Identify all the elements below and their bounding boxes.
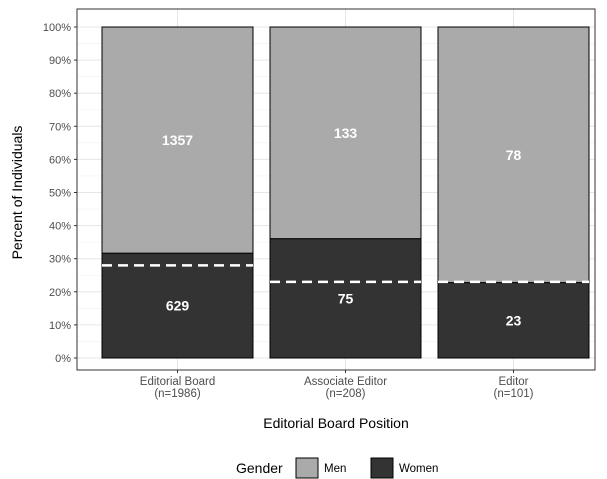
panel-border [76, 8, 596, 371]
bar-women [101, 252, 254, 359]
y-tick-label: 100% [43, 22, 71, 34]
legend-key-women [370, 457, 394, 479]
legend-label-men: Men [324, 463, 346, 475]
y-tick-label: 60% [49, 154, 71, 166]
x-category-label: Editorial Board [140, 376, 215, 388]
bar-label-women: 23 [506, 312, 522, 328]
axes: 0% 10% 20% 30% 40% 50% 60% 70% 80% 90% 100% Editori… [43, 22, 534, 400]
bar-label-men: 78 [506, 147, 522, 163]
bar-women [437, 282, 590, 359]
bar-label-men: 133 [334, 125, 358, 141]
y-tick-label: 20% [49, 287, 71, 299]
y-tick-label: 90% [49, 55, 71, 67]
x-category-count: (n=208) [326, 388, 366, 400]
bar-men [101, 26, 254, 254]
bar-men [437, 26, 590, 284]
bar-label-women: 629 [166, 298, 190, 314]
bar-women [269, 238, 422, 359]
y-tick-label: 30% [49, 254, 71, 266]
x-category-label: Associate Editor [304, 376, 387, 388]
y-tick-label: 50% [49, 188, 71, 200]
x-axis-title: Editorial Board Position [263, 415, 409, 431]
y-tick-label: 80% [49, 88, 71, 100]
bar-label-women: 75 [338, 290, 354, 306]
x-category-count: (n=101) [494, 388, 534, 400]
legend-title: Gender [236, 460, 283, 476]
x-category-label: Editor [498, 376, 528, 388]
bar-label-men: 1357 [162, 132, 193, 148]
legend-label-women: Women [399, 463, 438, 475]
bars: 629 1357 75 133 23 78 [101, 26, 590, 359]
y-tick-label: 40% [49, 221, 71, 233]
y-tick-label: 10% [49, 320, 71, 332]
legend-key-men [295, 457, 319, 479]
y-axis-title: Percent of Individuals [9, 126, 25, 260]
legend: Gender Men Women [236, 457, 438, 479]
x-category-count: (n=1986) [154, 388, 201, 400]
bar-men [269, 26, 422, 240]
y-tick-label: 70% [49, 121, 71, 133]
y-tick-label: 0% [55, 353, 71, 365]
reference-lines [102, 264, 589, 284]
